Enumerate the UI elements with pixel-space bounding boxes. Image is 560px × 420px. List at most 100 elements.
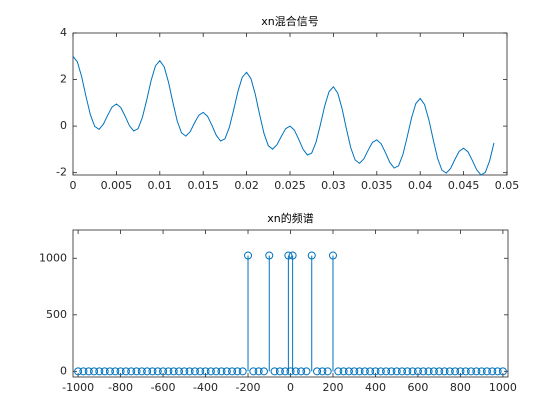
x-tick-label: 0.02 bbox=[234, 179, 259, 192]
stem-marker bbox=[127, 367, 136, 376]
x-tick-label: 200 bbox=[322, 381, 343, 394]
x-tick-label: 800 bbox=[450, 381, 471, 394]
stem-marker bbox=[488, 367, 497, 376]
stem-marker bbox=[413, 367, 422, 376]
stem-marker bbox=[153, 367, 162, 376]
x-tick-label: -800 bbox=[108, 381, 133, 394]
x-tick-label: 600 bbox=[407, 381, 428, 394]
stem-marker bbox=[284, 251, 293, 260]
stem-marker bbox=[382, 367, 391, 376]
stem-marker bbox=[116, 367, 125, 376]
stem-marker bbox=[222, 367, 231, 376]
stem-marker bbox=[419, 367, 428, 376]
stem-marker bbox=[291, 367, 300, 376]
stem-marker bbox=[206, 367, 215, 376]
stem-marker bbox=[472, 367, 481, 376]
stem-marker bbox=[169, 367, 178, 376]
x-tick-label: 0 bbox=[70, 179, 77, 192]
x-tick-label: 1000 bbox=[489, 381, 517, 394]
y-tick-label: 0 bbox=[60, 119, 67, 132]
stem-marker bbox=[217, 367, 226, 376]
stem-marker bbox=[95, 367, 104, 376]
signal-line bbox=[72, 55, 495, 176]
stem-marker bbox=[159, 367, 168, 376]
axes: xn的频谱 -1000 -800 -600 -400 -200 0 200 400 600 800 1… bbox=[39, 211, 517, 394]
stem-marker bbox=[275, 367, 284, 376]
stem-marker bbox=[440, 367, 449, 376]
stem-marker bbox=[318, 367, 327, 376]
x-tick-label: 0.01 bbox=[148, 179, 173, 192]
stem-marker bbox=[451, 367, 460, 376]
y-tick-label: 2 bbox=[60, 73, 67, 86]
stem-marker bbox=[339, 367, 348, 376]
stem-marker bbox=[403, 367, 412, 376]
x-tick-label: 0.045 bbox=[448, 179, 480, 192]
y-tick-label: -2 bbox=[56, 166, 67, 179]
stem-marker bbox=[259, 367, 268, 376]
stem-marker bbox=[482, 367, 491, 376]
stem-marker bbox=[190, 367, 199, 376]
x-tick-label: 0.035 bbox=[361, 179, 393, 192]
stem-marker bbox=[288, 251, 297, 260]
plot-area bbox=[72, 32, 508, 176]
stem-marker bbox=[323, 367, 332, 376]
x-tick-label: 0.05 bbox=[495, 179, 520, 192]
stem-marker bbox=[174, 367, 183, 376]
stem-marker bbox=[307, 251, 316, 260]
stem-marker bbox=[467, 367, 476, 376]
stem-marker bbox=[498, 367, 507, 376]
chart-title: xn的频谱 bbox=[267, 211, 313, 225]
stem-marker bbox=[360, 367, 369, 376]
y-tick-label: 0 bbox=[60, 364, 67, 377]
stem-marker bbox=[148, 367, 157, 376]
stem-marker bbox=[302, 367, 311, 376]
stem-marker bbox=[105, 367, 114, 376]
stem-marker bbox=[100, 367, 109, 376]
stem-marker bbox=[265, 251, 274, 260]
stem-marker bbox=[111, 367, 120, 376]
x-tick-label: -200 bbox=[236, 381, 261, 394]
stem-marker bbox=[355, 367, 364, 376]
stem-marker bbox=[121, 367, 130, 376]
stem-marker bbox=[313, 367, 322, 376]
stem-marker bbox=[254, 367, 263, 376]
chart-title: xn混合信号 bbox=[261, 14, 318, 28]
stem-marker bbox=[137, 367, 146, 376]
stem-marker bbox=[84, 367, 93, 376]
stem-marker bbox=[180, 367, 189, 376]
stem-marker bbox=[392, 367, 401, 376]
stem-marker bbox=[366, 367, 375, 376]
x-tick-label: 0.025 bbox=[274, 179, 306, 192]
stem-marker bbox=[344, 367, 353, 376]
stem-marker bbox=[493, 367, 502, 376]
stem-marker bbox=[233, 367, 242, 376]
x-tick-label: -1000 bbox=[62, 381, 94, 394]
x-tick-label: -600 bbox=[151, 381, 176, 394]
stem-marker bbox=[429, 367, 438, 376]
stem-marker bbox=[297, 367, 306, 376]
stem-marker bbox=[196, 367, 205, 376]
axes: xn混合信号 0 0.005 0.01 0.015 0.02 0.025 0.03 0.035 0… bbox=[56, 14, 519, 192]
stem-marker bbox=[132, 367, 141, 376]
stem-marker bbox=[201, 367, 210, 376]
x-tick-label: 0.015 bbox=[187, 179, 219, 192]
x-tick-label: 0 bbox=[287, 381, 294, 394]
stem-marker bbox=[398, 367, 407, 376]
x-tick-label: 0.03 bbox=[321, 179, 346, 192]
stem-marker bbox=[238, 367, 247, 376]
stem-marker bbox=[350, 367, 359, 376]
stem-marker bbox=[445, 367, 454, 376]
stem-marker bbox=[435, 367, 444, 376]
x-tick-label: 0.005 bbox=[101, 179, 133, 192]
stem-marker bbox=[185, 367, 194, 376]
stem-marker bbox=[249, 367, 258, 376]
stem-marker bbox=[228, 367, 237, 376]
stem-marker bbox=[408, 367, 417, 376]
stem-marker bbox=[334, 367, 343, 376]
stem-marker bbox=[387, 367, 396, 376]
stem-marker bbox=[244, 251, 253, 260]
stem-marker bbox=[376, 367, 385, 376]
x-tick-label: -400 bbox=[193, 381, 218, 394]
